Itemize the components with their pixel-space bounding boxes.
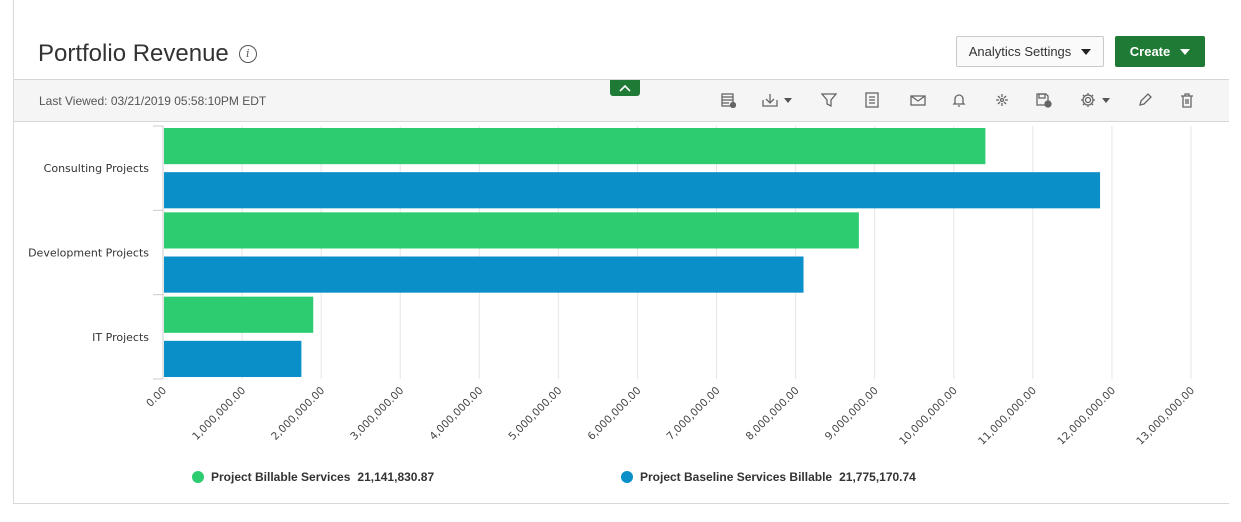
- delete-button[interactable]: [1179, 90, 1195, 110]
- page-title-text: Portfolio Revenue: [38, 40, 229, 67]
- page-title: Portfolio Revenue i: [38, 40, 257, 68]
- x-tick-label: 1,000,000.00: [190, 385, 248, 443]
- x-tick-label: 9,000,000.00: [823, 385, 881, 443]
- bar-chart: Consulting Projects Development Projects I…: [14, 122, 1229, 502]
- bar: [164, 296, 314, 333]
- settings-button[interactable]: [1079, 90, 1110, 110]
- legend-total: 21,141,830.87: [357, 470, 435, 484]
- email-button[interactable]: [909, 90, 927, 110]
- legend-label: Project Baseline Services Billable: [640, 470, 833, 484]
- bar: [164, 128, 986, 165]
- table-view-button[interactable]: [720, 90, 736, 110]
- legend-swatch: [192, 471, 204, 483]
- category-label: Consulting Projects: [44, 162, 150, 175]
- bar: [164, 172, 1101, 209]
- bar: [164, 212, 859, 249]
- table-view-icon: [721, 93, 736, 108]
- settings-icon: [1081, 93, 1095, 107]
- legend-swatch: [621, 471, 633, 483]
- filter-icon: [821, 93, 837, 108]
- x-tick-label: 10,000,000.00: [897, 385, 960, 448]
- alert-button[interactable]: [951, 90, 967, 110]
- chevron-down-icon: [1081, 48, 1092, 55]
- filter-button[interactable]: [821, 90, 837, 110]
- chevron-down-icon: [1102, 97, 1110, 103]
- report-panel: Portfolio Revenue i Analytics Settings C…: [13, 0, 1229, 504]
- x-tick-label: 0.00: [144, 385, 169, 410]
- x-tick-label: 12,000,000.00: [1055, 385, 1118, 448]
- edit-icon: [1139, 93, 1152, 106]
- legend-item-billable[interactable]: Project Billable Services 21,141,830.87: [192, 470, 434, 484]
- report-header: Portfolio Revenue i Analytics Settings C…: [14, 0, 1229, 80]
- info-icon[interactable]: i: [238, 45, 257, 63]
- collaborate-icon: [996, 94, 1008, 106]
- x-tick-label: 7,000,000.00: [665, 385, 723, 443]
- bell-icon: [952, 94, 966, 107]
- collapse-header-button[interactable]: [610, 80, 640, 96]
- legend-total: 21,775,170.74: [839, 470, 916, 484]
- chevron-down-icon: [784, 97, 792, 103]
- email-icon: [910, 95, 926, 106]
- bar: [164, 256, 804, 293]
- bar: [164, 340, 302, 377]
- save-icon: [1036, 93, 1052, 108]
- x-tick-label: 4,000,000.00: [427, 385, 485, 443]
- chart-canvas: Consulting Projects Development Projects I…: [28, 125, 1197, 448]
- delete-icon: [1181, 93, 1193, 108]
- collaborate-button[interactable]: [994, 90, 1010, 110]
- download-button[interactable]: [761, 90, 792, 110]
- x-tick-label: 8,000,000.00: [744, 385, 802, 443]
- create-label: Create: [1129, 44, 1171, 59]
- download-icon: [762, 94, 778, 107]
- x-tick-label: 6,000,000.00: [586, 385, 644, 443]
- x-tick-label: 3,000,000.00: [348, 385, 406, 443]
- legend-item-baseline[interactable]: Project Baseline Services Billable 21,77…: [621, 470, 916, 484]
- last-viewed-text: Last Viewed: 03/21/2019 05:58:10PM EDT: [39, 94, 267, 108]
- report-details-button[interactable]: [864, 90, 880, 110]
- report-toolbar: Last Viewed: 03/21/2019 05:58:10PM EDT: [14, 80, 1229, 122]
- x-tick-label: 11,000,000.00: [976, 385, 1039, 448]
- save-button[interactable]: [1035, 90, 1053, 110]
- category-label: IT Projects: [92, 331, 149, 344]
- edit-button[interactable]: [1137, 90, 1153, 110]
- category-label: Development Projects: [28, 247, 149, 260]
- x-tick-label: 5,000,000.00: [506, 385, 564, 443]
- analytics-settings-button[interactable]: Analytics Settings: [956, 36, 1104, 67]
- x-tick-label: 13,000,000.00: [1134, 385, 1197, 448]
- chevron-down-icon: [1180, 48, 1191, 55]
- report-icon: [865, 92, 879, 108]
- x-tick-label: 2,000,000.00: [269, 385, 327, 443]
- legend-label: Project Billable Services: [211, 470, 351, 484]
- create-button[interactable]: Create: [1115, 36, 1205, 67]
- analytics-settings-label: Analytics Settings: [968, 44, 1072, 59]
- chevron-up-icon: [619, 84, 631, 92]
